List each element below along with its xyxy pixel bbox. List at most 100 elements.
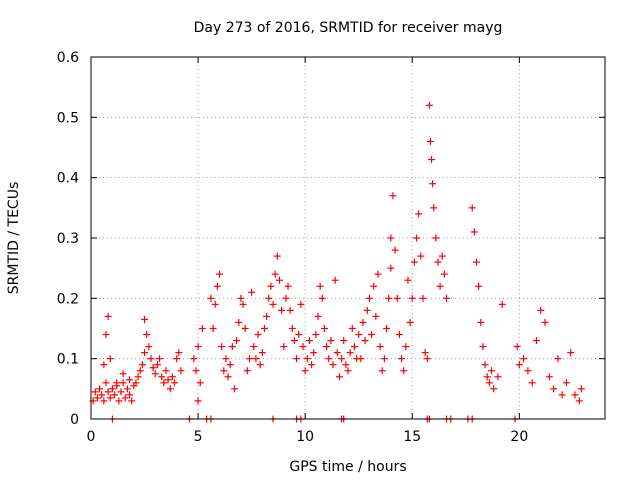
data-point: [138, 361, 146, 369]
data-point: [224, 373, 232, 381]
data-point: [363, 306, 371, 314]
data-point: [168, 373, 176, 381]
y-tick-label: 0.3: [57, 231, 79, 247]
data-point: [260, 325, 268, 332]
data-point: [228, 343, 236, 351]
data-point: [571, 391, 579, 399]
data-point: [111, 391, 119, 399]
data-point: [171, 379, 179, 387]
data-point: [524, 367, 532, 375]
data-point: [126, 376, 134, 384]
data-point: [115, 397, 123, 405]
data-point: [121, 394, 129, 402]
data-point: [327, 337, 335, 345]
y-tick-label: 0: [70, 412, 79, 428]
data-point: [421, 349, 429, 357]
data-point: [429, 180, 437, 188]
data-point: [468, 204, 476, 212]
data-point: [575, 397, 583, 405]
y-tick-label: 0.6: [57, 50, 79, 66]
data-point: [248, 288, 256, 296]
data-point: [325, 355, 333, 363]
data-point: [310, 349, 318, 357]
data-point: [477, 318, 485, 326]
data-point: [490, 385, 498, 393]
data-point: [164, 376, 172, 384]
data-point: [318, 294, 326, 302]
data-point: [269, 300, 277, 308]
data-point: [282, 294, 290, 302]
data-point: [387, 264, 395, 272]
data-point: [100, 397, 108, 405]
data-point: [126, 391, 134, 399]
data-point: [175, 349, 183, 357]
data-point: [102, 331, 110, 339]
data-point: [288, 325, 296, 332]
data-point: [252, 355, 260, 363]
data-point: [428, 156, 436, 164]
data-point: [577, 385, 585, 393]
x-tick-label: 10: [296, 429, 314, 445]
axis-ticks: 0 5 10 15 20 0 0.1 0.2 0.3 0.4 0.5 0.6: [57, 50, 605, 445]
data-point: [194, 397, 202, 405]
data-point: [393, 294, 401, 302]
data-point: [196, 379, 204, 387]
data-point: [278, 306, 286, 314]
data-point: [389, 192, 397, 200]
data-point: [106, 394, 114, 402]
data-point: [213, 282, 221, 290]
data-point: [329, 361, 337, 369]
data-point: [312, 331, 320, 339]
data-point: [209, 325, 217, 332]
data-point: [194, 343, 202, 351]
data-point: [104, 388, 112, 396]
x-tick-label: 0: [87, 429, 96, 445]
x-tick-label: 20: [510, 429, 528, 445]
data-point: [357, 355, 365, 363]
data-point: [344, 367, 352, 375]
data-point: [132, 379, 140, 387]
data-point: [245, 355, 253, 363]
data-point: [410, 258, 418, 266]
data-point: [342, 361, 350, 369]
data-point: [256, 361, 264, 369]
data-point: [295, 331, 303, 339]
data-point: [250, 343, 258, 351]
data-point: [230, 385, 238, 393]
data-point: [117, 388, 125, 396]
data-point: [273, 252, 281, 260]
data-point: [96, 385, 104, 393]
data-point: [545, 373, 553, 381]
data-point: [299, 343, 307, 351]
data-point: [395, 331, 403, 339]
data-point: [162, 367, 170, 375]
data-point: [470, 228, 478, 236]
data-point: [408, 294, 416, 302]
data-point: [123, 385, 131, 393]
data-point: [156, 355, 164, 363]
data-point: [211, 300, 219, 308]
chart-title: Day 273 of 2016, SRMTID for receiver may…: [194, 20, 503, 36]
data-point: [404, 276, 412, 284]
data-point: [338, 355, 346, 363]
data-point: [128, 397, 136, 405]
data-point: [423, 355, 431, 363]
data-point: [335, 373, 343, 381]
y-tick-label: 0.2: [57, 291, 79, 307]
data-point: [483, 373, 491, 381]
data-point: [391, 246, 399, 254]
y-tick-label: 0.4: [57, 171, 79, 187]
x-tick-label: 15: [403, 429, 421, 445]
data-point: [104, 312, 112, 320]
data-point: [528, 379, 536, 387]
data-point: [216, 270, 223, 278]
data-point: [430, 204, 438, 212]
data-point: [235, 318, 243, 326]
data-point: [473, 258, 480, 266]
data-point: [267, 282, 275, 290]
data-point: [440, 270, 448, 278]
data-point: [562, 379, 570, 387]
data-point: [487, 367, 495, 375]
data-point: [370, 282, 378, 290]
data-point: [425, 101, 433, 109]
